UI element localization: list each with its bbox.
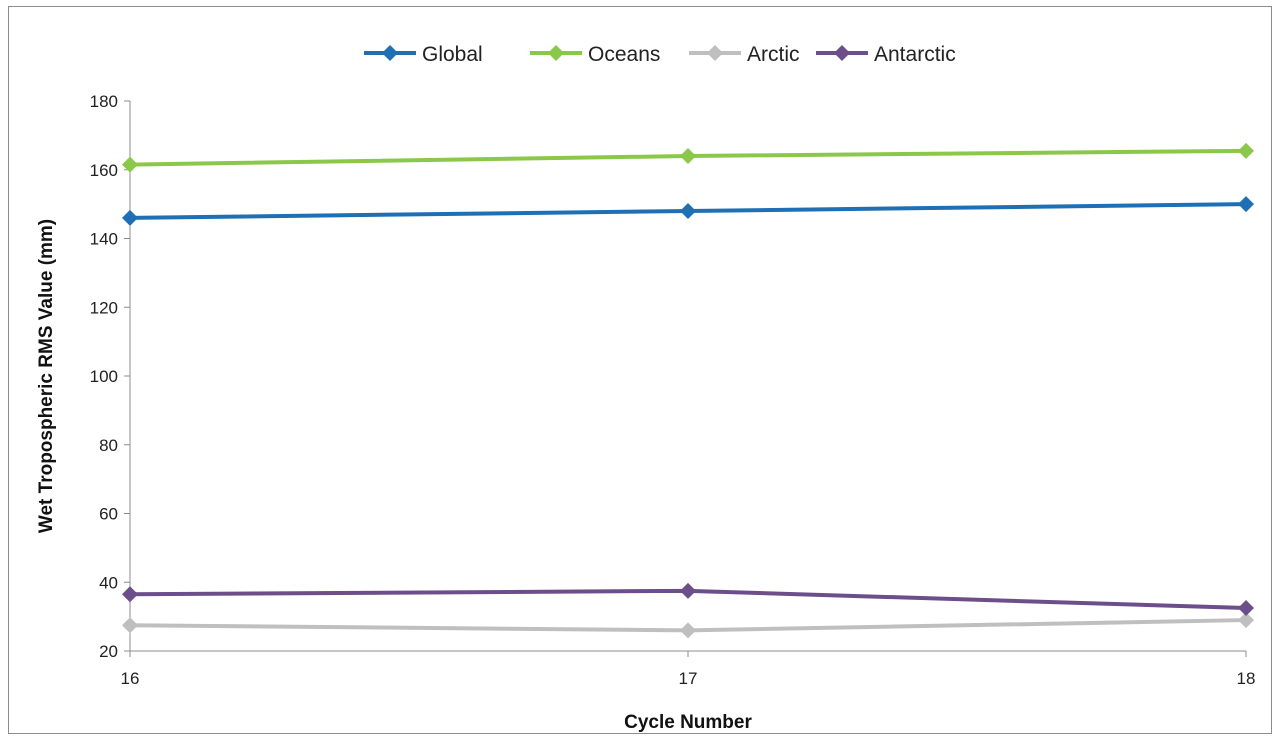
data-point	[122, 156, 138, 173]
legend-item-antarctic: Antarctic	[816, 43, 956, 66]
data-point	[122, 617, 138, 634]
series-layer	[122, 142, 1254, 639]
x-tick-label: 18	[1237, 669, 1256, 688]
data-point	[1238, 196, 1254, 213]
y-tick-label: 120	[90, 298, 118, 317]
series-global	[122, 196, 1254, 226]
legend-marker	[834, 45, 850, 61]
x-tick-label: 17	[679, 669, 698, 688]
y-tick-label: 80	[99, 436, 118, 455]
series-arctic	[122, 612, 1254, 639]
data-point	[680, 148, 696, 164]
data-point	[1238, 142, 1254, 159]
y-axis-title: Wet Tropospheric RMS Value (mm)	[36, 219, 57, 533]
x-axis-title: Cycle Number	[624, 712, 752, 733]
legend-marker	[548, 45, 564, 61]
y-tick-label: 140	[90, 230, 118, 249]
data-point	[122, 586, 138, 603]
data-point	[680, 622, 696, 639]
chart-frame	[8, 6, 1272, 734]
series-antarctic	[122, 582, 1254, 617]
data-point	[680, 582, 696, 599]
legend-marker	[382, 45, 398, 61]
legend-label: Antarctic	[874, 43, 956, 66]
data-point	[1238, 600, 1254, 617]
y-tick-label: 20	[99, 642, 118, 661]
legend-label: Global	[422, 43, 483, 66]
y-tick-label: 40	[99, 573, 118, 592]
data-point	[680, 203, 696, 219]
legend-item-oceans: Oceans	[530, 43, 660, 66]
x-tick-label: 16	[121, 669, 140, 688]
legend: Global Oceans Arctic Antarctic	[364, 43, 956, 66]
legend-item-global: Global	[364, 43, 483, 66]
x-axis: 16 17 18	[121, 650, 1256, 688]
y-tick-label: 100	[90, 367, 118, 386]
y-tick-label: 160	[90, 161, 118, 180]
data-point	[122, 209, 138, 226]
legend-label: Oceans	[588, 43, 660, 66]
y-tick-label: 180	[90, 92, 118, 111]
y-tick-label: 60	[99, 505, 118, 524]
legend-marker	[707, 45, 723, 61]
y-axis: 20 40 60 80 100 120 140 160 180	[90, 92, 131, 661]
data-point	[1238, 612, 1254, 629]
legend-label: Arctic	[747, 43, 800, 66]
series-oceans	[122, 142, 1254, 173]
legend-item-arctic: Arctic	[689, 43, 800, 66]
